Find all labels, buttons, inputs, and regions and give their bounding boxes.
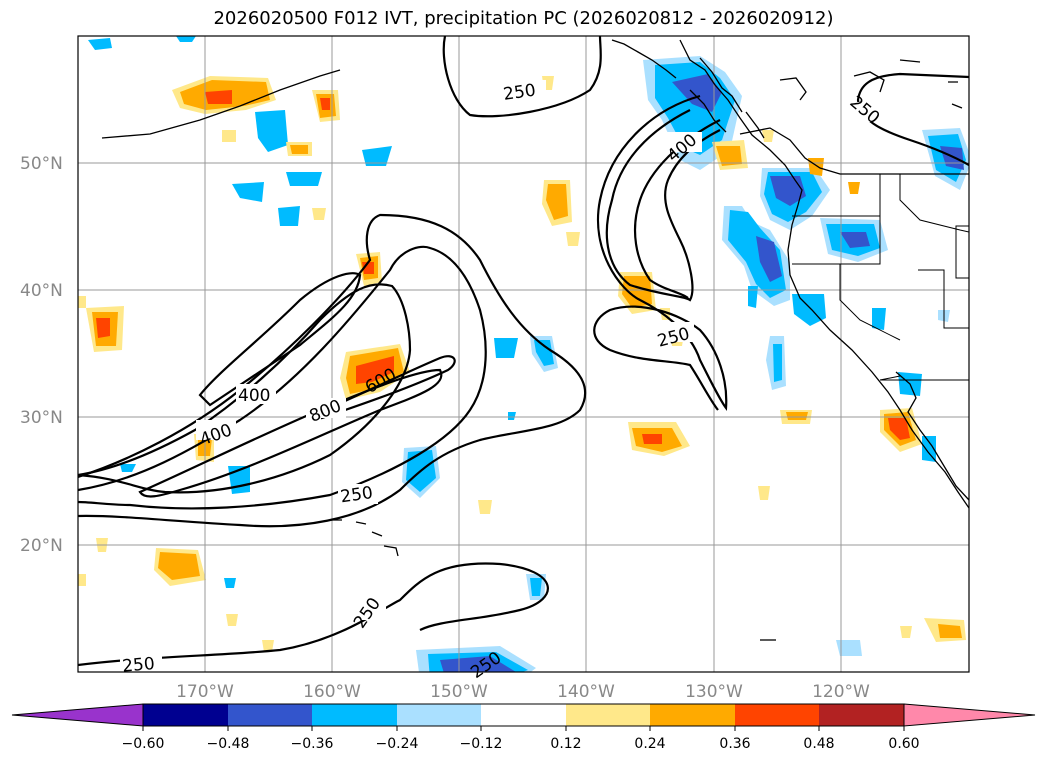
ivt-label-250-central: 250 [339,483,374,507]
colorbar-tick: 0.60 [888,736,919,752]
colorbar-bin [228,704,312,726]
ivt-label-250-southwest: 250 [121,654,155,677]
colorbar-bin [312,704,397,726]
lon-label-150w: 150°W [430,682,488,702]
colorbar-tick: 0.12 [550,736,581,752]
longitude-labels: 170°W 160°W 150°W 140°W 130°W 120°W [176,682,870,702]
lon-label-140w: 140°W [557,682,615,702]
latitude-labels: 50°N 40°N 30°N 20°N [20,154,63,556]
colorbar-tick: −0.60 [122,736,165,752]
lon-label-170w: 170°W [176,682,234,702]
negative-precip-patches [88,36,969,672]
ivt-label-400-west-upper: 400 [238,386,270,406]
lat-label-30n: 30°N [20,408,63,428]
ivt-label-250-northeast: 250 [846,92,884,128]
colorbar-bin [566,704,650,726]
colorbar-bin [650,704,735,726]
ivt-contours [78,36,969,667]
colorbar-bin [735,704,819,726]
colorbar-tick: 0.36 [719,736,750,752]
map-title: 2026020500 F012 IVT, precipitation PC (2… [213,8,834,29]
colorbar-tick: −0.24 [376,736,419,752]
colorbar: −0.60 −0.48 −0.36 −0.24 −0.12 0.12 0.24 … [11,703,1036,752]
lon-label-130w: 130°W [685,682,743,702]
colorbar-tick: 0.48 [803,736,834,752]
colorbar-bin [397,704,481,726]
colorbar-under-arrow [11,703,144,727]
lat-label-50n: 50°N [20,154,63,174]
colorbar-tick: −0.12 [460,736,503,752]
colorbar-tick: −0.36 [291,736,334,752]
colorbar-over-arrow [903,703,1036,727]
map-frame [77,35,970,673]
ivt-label-250-north: 250 [502,80,537,104]
colorbar-bin [143,704,228,726]
lon-label-160w: 160°W [303,682,361,702]
colorbar-bin [819,704,904,726]
coastlines [101,39,969,641]
state-borders [792,174,969,381]
precip-shading [78,36,969,672]
lat-label-40n: 40°N [20,281,63,301]
lat-label-20n: 20°N [20,536,63,556]
colorbar-bin [481,704,566,726]
lon-label-120w: 120°W [812,682,870,702]
ivt-contour-labels: 250 250 400 250 400 400 600 800 250 250 … [120,80,888,683]
colorbar-tick: −0.48 [207,736,250,752]
colorbar-tick: 0.24 [634,736,665,752]
gridlines [78,36,969,672]
positive-precip-patches [78,76,966,652]
